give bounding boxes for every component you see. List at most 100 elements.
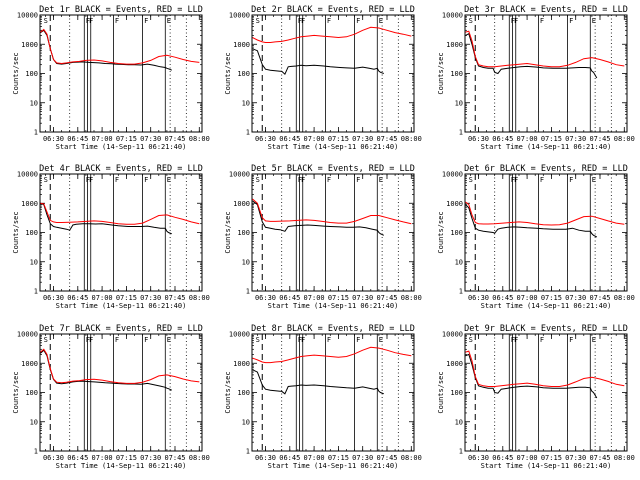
x-tick-label: 07:15 xyxy=(328,294,349,302)
x-tick-label: 08:00 xyxy=(614,294,635,302)
x-tick-label: 07:15 xyxy=(328,135,349,143)
marker-letter: F xyxy=(115,17,119,25)
y-tick-label: 1000 xyxy=(21,41,38,49)
panel-5: Det 5r BLACK = Events, RED = LLD 1 10 100 10… xyxy=(224,164,422,310)
y-tick-label: 100 xyxy=(450,389,463,397)
panel-title: Det 7r BLACK = Events, RED = LLD xyxy=(39,324,203,334)
marker-letter: F xyxy=(514,176,518,184)
y-tick-label: 1 xyxy=(34,288,38,296)
y-tick-label: 10 xyxy=(30,418,38,426)
x-tick-label: 06:45 xyxy=(67,454,88,462)
y-tick-label: 100 xyxy=(237,229,250,237)
marker-letter: F xyxy=(514,17,518,25)
marker-letter: F xyxy=(301,17,305,25)
panel-7: Det 7r BLACK = Events, RED = LLD 1 10 100 10… xyxy=(12,324,210,470)
x-tick-label: 07:30 xyxy=(140,294,161,302)
x-tick-label: 07:30 xyxy=(565,454,586,462)
y-axis-label: Counts/sec xyxy=(224,52,232,94)
y-tick-label: 10 xyxy=(455,418,463,426)
x-axis-label: Start Time (14-Sep-11 06:21:40) xyxy=(56,302,187,310)
x-tick-label: 08:00 xyxy=(189,135,210,143)
x-tick-label: 08:00 xyxy=(189,454,210,462)
x-axis-label: Start Time (14-Sep-11 06:21:40) xyxy=(268,462,399,470)
marker-letter: F xyxy=(298,17,302,25)
x-tick-label: 06:30 xyxy=(43,454,64,462)
x-tick-label: 07:30 xyxy=(565,135,586,143)
panel-title: Det 5r BLACK = Events, RED = LLD xyxy=(251,164,415,174)
lld-series-line xyxy=(465,30,625,68)
y-axis-label: Counts/sec xyxy=(437,211,445,253)
x-tick-label: 06:45 xyxy=(67,135,88,143)
panel-6: Det 6r BLACK = Events, RED = LLD 1 10 100 10… xyxy=(437,164,635,310)
y-tick-label: 1 xyxy=(34,448,38,456)
y-tick-label: 10000 xyxy=(17,12,38,20)
x-tick-label: 06:30 xyxy=(255,135,276,143)
events-series-line xyxy=(252,200,385,236)
y-tick-label: 10000 xyxy=(17,171,38,179)
marker-letter: F xyxy=(356,17,360,25)
x-tick-label: 07:15 xyxy=(541,454,562,462)
x-tick-label: 07:00 xyxy=(92,294,113,302)
panel-title: Det 1r BLACK = Events, RED = LLD xyxy=(39,5,203,15)
marker-letter: F xyxy=(89,17,93,25)
y-tick-label: 100 xyxy=(25,389,38,397)
x-tick-label: 06:45 xyxy=(492,294,513,302)
x-tick-label: 08:00 xyxy=(401,135,422,143)
y-tick-label: 1 xyxy=(459,129,463,137)
x-tick-label: 07:15 xyxy=(116,294,137,302)
marker-letter: S xyxy=(256,176,260,184)
x-tick-label: 07:30 xyxy=(565,294,586,302)
plot-frame xyxy=(251,14,415,133)
plot-frame xyxy=(39,14,203,133)
x-tick-label: 07:00 xyxy=(304,454,325,462)
plot-frame xyxy=(39,173,203,292)
y-tick-label: 10 xyxy=(30,99,38,107)
x-tick-label: 07:15 xyxy=(116,454,137,462)
x-tick-label: 08:00 xyxy=(401,454,422,462)
x-tick-label: 06:45 xyxy=(279,294,300,302)
x-tick-label: 07:15 xyxy=(541,294,562,302)
y-tick-label: 10 xyxy=(30,258,38,266)
x-tick-label: 08:00 xyxy=(614,454,635,462)
marker-letter: F xyxy=(144,176,148,184)
y-tick-label: 10000 xyxy=(229,331,250,339)
x-tick-label: 07:30 xyxy=(352,294,373,302)
y-tick-label: 1 xyxy=(246,288,250,296)
y-tick-label: 10000 xyxy=(442,12,463,20)
y-tick-label: 10000 xyxy=(229,12,250,20)
x-tick-label: 06:30 xyxy=(255,454,276,462)
marker-letter: F xyxy=(327,176,331,184)
marker-letter: F xyxy=(540,336,544,344)
marker-letter: F xyxy=(511,17,515,25)
plot-frame xyxy=(39,333,203,452)
y-tick-label: 1 xyxy=(34,129,38,137)
x-axis-label: Start Time (14-Sep-11 06:21:40) xyxy=(56,143,187,151)
x-tick-label: 07:45 xyxy=(589,135,610,143)
y-axis-label: Counts/sec xyxy=(437,371,445,413)
marker-letter: E xyxy=(592,336,596,344)
panel-8: Det 8r BLACK = Events, RED = LLD 1 10 100 10… xyxy=(224,324,422,470)
x-tick-label: 07:15 xyxy=(116,135,137,143)
events-series-line xyxy=(40,349,173,391)
marker-letter: F xyxy=(301,336,305,344)
x-tick-label: 07:45 xyxy=(589,454,610,462)
marker-letter: F xyxy=(298,336,302,344)
y-tick-label: 1000 xyxy=(233,360,250,368)
panel-4: Det 4r BLACK = Events, RED = LLD 1 10 100 10… xyxy=(12,164,210,310)
marker-letter: E xyxy=(592,176,596,184)
y-axis-label: Counts/sec xyxy=(12,371,20,413)
y-tick-label: 1 xyxy=(246,129,250,137)
lld-series-line xyxy=(252,346,412,364)
events-series-line xyxy=(465,204,598,238)
marker-letter: F xyxy=(298,176,302,184)
x-tick-label: 07:30 xyxy=(140,135,161,143)
x-tick-label: 07:30 xyxy=(140,454,161,462)
marker-letter: F xyxy=(327,17,331,25)
x-axis-label: Start Time (14-Sep-11 06:21:40) xyxy=(268,302,399,310)
events-series-line xyxy=(252,369,384,395)
x-tick-label: 07:00 xyxy=(304,135,325,143)
lld-series-line xyxy=(40,202,200,225)
y-tick-label: 10000 xyxy=(442,171,463,179)
lld-series-line xyxy=(465,201,625,226)
